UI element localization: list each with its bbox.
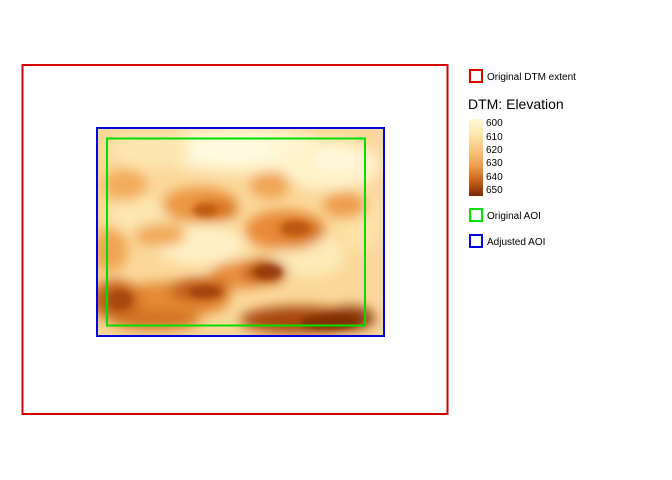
elevation-tick-630: 630: [486, 158, 503, 169]
original-dtm-extent-swatch: [469, 69, 483, 83]
elevation-tick-620: 620: [486, 145, 503, 156]
elevation-legend-title: DTM: Elevation: [468, 96, 564, 112]
original-aoi-label: Original AOI: [487, 211, 541, 222]
original-aoi-swatch: [469, 208, 483, 222]
elevation-tick-650: 650: [486, 185, 503, 196]
adjusted-aoi-swatch: [469, 234, 483, 248]
original-dtm-extent-label: Original DTM extent: [487, 72, 576, 83]
original-aoi-outline: [106, 137, 366, 327]
original-dtm-extent-outline: [21, 64, 449, 415]
elevation-color-ramp: [469, 119, 483, 196]
elevation-tick-600: 600: [486, 118, 503, 129]
elevation-tick-610: 610: [486, 132, 503, 143]
adjusted-aoi-label: Adjusted AOI: [487, 237, 546, 248]
elevation-raster: [97, 128, 384, 336]
elevation-tick-640: 640: [486, 172, 503, 183]
adjusted-aoi-outline: [96, 127, 385, 337]
